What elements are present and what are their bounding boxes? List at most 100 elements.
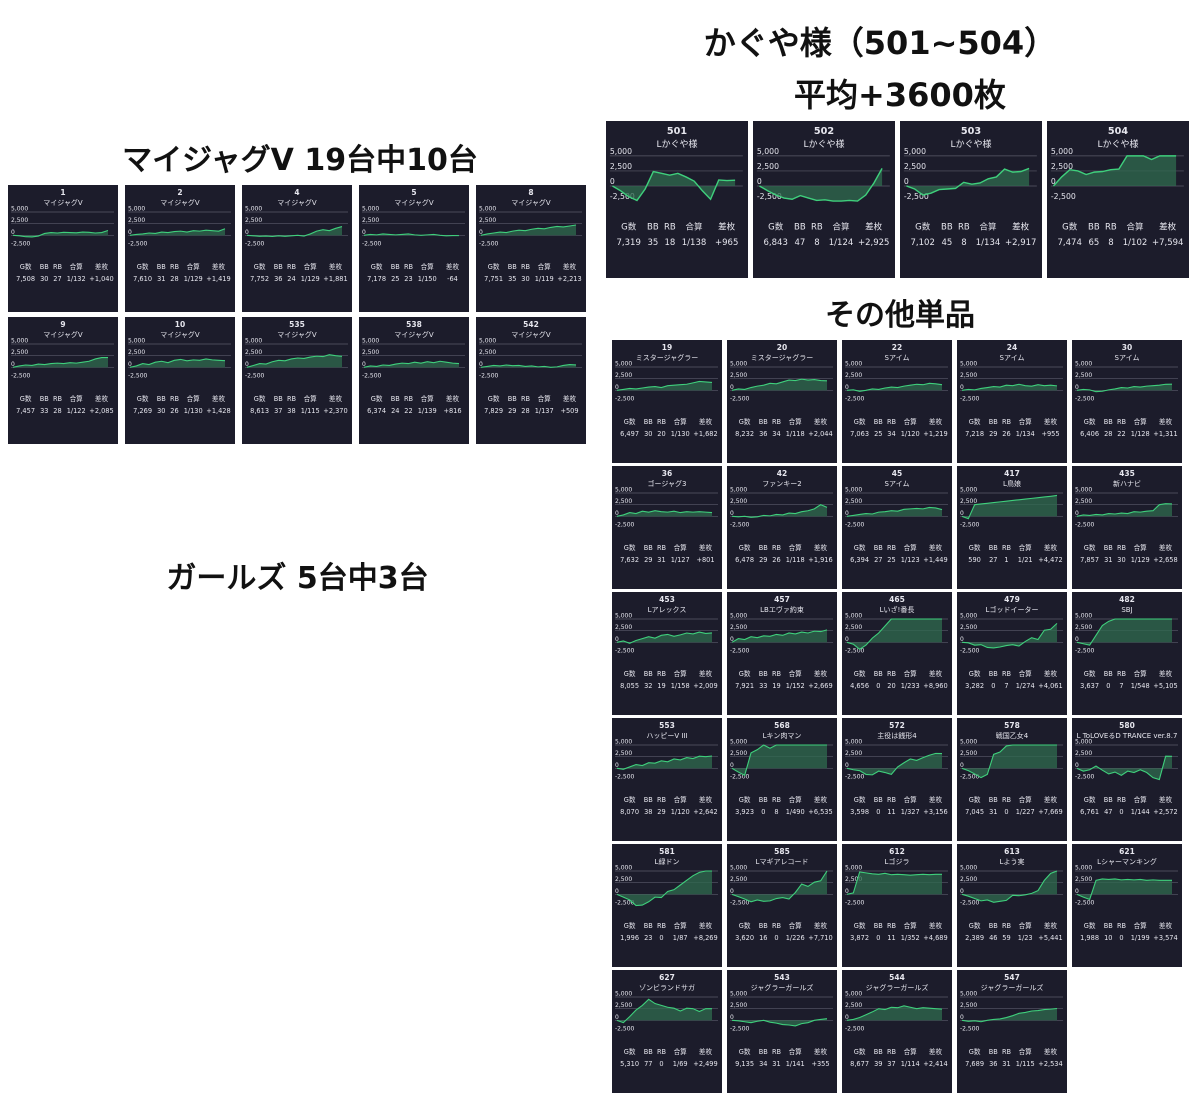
stat-header-g: G数 [371,394,383,403]
area-fill [732,745,827,776]
machine-name: L ToLOVEるD TRANCE ver.8.7 [1077,732,1178,740]
stat-value-rb: 0 [659,1060,663,1068]
y-tick-label: -2,500 [730,522,750,529]
stat-value-gosan: 1/548 [1131,682,1150,690]
stat-header-gosan: 合算 [70,262,84,271]
stat-value-gosan: 1/327 [901,808,920,816]
machine-name: Lアレックス [648,606,687,614]
area-fill [481,364,576,368]
stat-value-gosan: 1/118 [786,556,805,564]
y-tick-label: -2,500 [615,1026,635,1033]
chart-svg: 580 L ToLOVEるD TRANCE ver.8.75,000 2,500 0 -… [1075,721,1178,816]
y-tick-label: -2,500 [615,774,635,781]
area-fill [962,623,1057,648]
stat-header-bb: BB [1104,544,1114,552]
y-tick-label: -2,500 [960,648,980,655]
area-fill [962,745,1057,778]
chart-card-572: 572 主役は銭形4 5,000 2,500 0 -2,500 G数 3,598 BB 0 RB 11… [842,718,952,841]
stat-header-rb: RB [287,263,297,271]
stat-value-bb: 37 [274,407,282,415]
stat-header-samai: 差枚 [814,543,828,552]
stat-value-rb: 7 [1004,682,1008,690]
stat-value-samai: +2,499 [693,1060,717,1068]
stat-header-rb: RB [887,1048,897,1056]
area-fill [759,168,883,202]
stat-header-samai: 差枚 [1159,921,1173,930]
y-tick-label: 0 [960,510,964,517]
y-tick-label: 2,500 [615,624,632,631]
stat-header-g: G数 [254,394,266,403]
y-tick-label: -2,500 [845,900,865,907]
stat-header-gosan: 合算 [304,262,318,271]
y-tick-label: 2,500 [1075,624,1092,631]
stat-value-gosan: 1/124 [829,238,854,248]
stat-value-gosan: 1/129 [1131,556,1150,564]
stat-header-g: G数 [20,262,32,271]
stat-header-gosan: 合算 [1134,543,1148,552]
machine-name: Lよう実 [1000,857,1025,866]
stat-value-samai: +2,572 [1153,808,1177,816]
machine-name: L鳥娘 [1003,479,1021,488]
stat-value-bb: 77 [644,1060,652,1068]
y-tick-label: -2,500 [904,192,929,201]
area-fill [1077,503,1172,517]
chart-card-19: 19 ミスタージャグラー 5,000 2,500 0 -2,500 G数 6,497 BB 30 R… [612,340,722,463]
stat-value-samai: +2,658 [1153,556,1177,564]
machine-number: 535 [289,320,305,329]
chart-card-621: 621 Lシャーマンキング 5,000 2,500 0 -2,500 G数 1,988 BB 10… [1072,844,1182,967]
stat-value-samai: +2,534 [1038,1060,1062,1068]
machine-number: 1 [60,188,65,197]
stat-header-rb: RB [1117,544,1127,552]
stat-header-rb: RB [1002,1048,1012,1056]
stat-header-bb: BB [644,544,654,552]
stat-value-gosan: 1/129 [184,275,203,283]
stat-value-g: 3,923 [735,808,754,816]
machine-name: LBエヴァ約束 [760,605,804,614]
series-line [1076,383,1173,393]
stat-header-g: G数 [488,262,500,271]
y-tick-label: 2,500 [730,750,747,757]
machine-number: 538 [406,320,422,329]
stat-header-samai: 差枚 [814,921,828,930]
series-line [129,228,226,236]
series-line [1052,155,1177,187]
stat-header-gosan: 合算 [187,394,201,403]
stat-value-samai: +1,682 [693,430,717,438]
stat-header-bb: BB [759,418,769,426]
machine-number: 547 [1004,973,1020,982]
machine-name: Lキン肉マン [763,731,802,740]
stat-header-samai: 差枚 [446,262,460,271]
series-line [246,226,343,238]
area-fill [847,753,942,775]
y-tick-label: 2,500 [960,372,977,379]
machine-name: Lかぐや様 [1097,138,1138,150]
y-tick-label: 5,000 [960,865,977,872]
y-tick-label: 2,500 [845,1002,862,1009]
stat-header-g: G数 [624,921,636,930]
machine-number: 568 [774,721,790,730]
y-tick-label: 2,500 [479,349,496,356]
y-tick-label: -2,500 [730,1026,750,1033]
stat-value-samai: -64 [447,275,458,283]
stat-value-bb: 31 [157,275,165,283]
y-tick-label: 0 [245,229,249,236]
y-tick-label: -2,500 [845,648,865,655]
stat-value-rb: 0 [774,934,778,942]
machine-name: 戦国乙女4 [996,731,1029,740]
y-tick-label: -2,500 [730,396,750,403]
stat-value-bb: 65 [1088,238,1099,248]
stat-header-gosan: 合算 [1019,921,1033,930]
y-tick-label: 5,000 [1075,613,1092,620]
stat-value-g: 7,751 [484,275,503,283]
y-tick-label: 5,000 [128,338,145,345]
y-tick-label: 0 [960,762,964,769]
area-fill [617,756,712,770]
stat-header-rb: RB [772,796,782,804]
series-line [480,224,577,236]
series-line [846,871,942,895]
stat-value-gosan: 1/152 [786,682,805,690]
stat-header-samai: 差枚 [929,417,943,426]
